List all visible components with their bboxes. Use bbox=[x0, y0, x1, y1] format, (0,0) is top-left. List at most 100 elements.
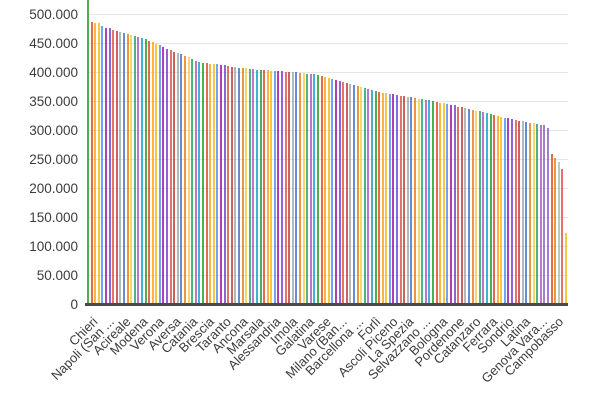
bar[interactable] bbox=[180, 54, 183, 305]
bar[interactable] bbox=[446, 103, 449, 305]
bar[interactable] bbox=[209, 63, 212, 305]
bar[interactable] bbox=[464, 107, 467, 305]
bar[interactable] bbox=[532, 123, 535, 305]
bar[interactable] bbox=[148, 40, 151, 305]
bar[interactable] bbox=[500, 116, 503, 305]
bar[interactable] bbox=[342, 81, 345, 305]
bar[interactable] bbox=[367, 89, 370, 305]
bar[interactable] bbox=[547, 128, 549, 305]
bar[interactable] bbox=[457, 106, 460, 305]
bar[interactable] bbox=[237, 67, 240, 305]
bar[interactable] bbox=[338, 81, 341, 305]
bar[interactable] bbox=[467, 108, 470, 305]
bar[interactable] bbox=[511, 119, 514, 305]
bar[interactable] bbox=[158, 45, 161, 305]
bar[interactable] bbox=[518, 120, 521, 305]
bar[interactable] bbox=[414, 97, 417, 305]
bar[interactable] bbox=[374, 90, 377, 305]
bar[interactable] bbox=[378, 92, 381, 305]
bar[interactable] bbox=[248, 68, 251, 305]
bar[interactable] bbox=[309, 73, 312, 305]
bar[interactable] bbox=[202, 62, 204, 305]
bar[interactable] bbox=[385, 93, 388, 305]
bar[interactable] bbox=[151, 42, 154, 305]
bar[interactable] bbox=[101, 26, 104, 305]
bar[interactable] bbox=[550, 154, 553, 305]
bar[interactable] bbox=[122, 32, 125, 305]
bar[interactable] bbox=[295, 72, 298, 305]
bar[interactable] bbox=[428, 100, 431, 305]
bar[interactable] bbox=[198, 61, 201, 305]
bar[interactable] bbox=[137, 37, 140, 305]
bar[interactable] bbox=[557, 161, 560, 305]
bar[interactable] bbox=[424, 99, 427, 305]
bar[interactable] bbox=[485, 113, 488, 305]
bar[interactable] bbox=[529, 122, 532, 305]
bar[interactable] bbox=[230, 66, 233, 305]
bar[interactable] bbox=[392, 94, 395, 305]
bar[interactable] bbox=[363, 88, 366, 305]
bar[interactable] bbox=[331, 78, 334, 305]
bar[interactable] bbox=[324, 77, 327, 305]
bar[interactable] bbox=[241, 68, 244, 305]
bar[interactable] bbox=[536, 124, 539, 305]
bar[interactable] bbox=[554, 158, 557, 305]
bar[interactable] bbox=[356, 85, 359, 305]
bar[interactable] bbox=[370, 89, 373, 305]
bar[interactable] bbox=[539, 124, 542, 305]
bar[interactable] bbox=[352, 85, 355, 305]
bar[interactable] bbox=[115, 30, 118, 305]
bar[interactable] bbox=[104, 27, 107, 305]
bar[interactable] bbox=[227, 66, 230, 305]
bar[interactable] bbox=[507, 118, 510, 305]
bar[interactable] bbox=[87, 0, 89, 305]
bar[interactable] bbox=[212, 63, 215, 305]
bar[interactable] bbox=[320, 75, 323, 305]
bar[interactable] bbox=[503, 117, 506, 305]
bar[interactable] bbox=[270, 70, 273, 305]
bar[interactable] bbox=[133, 35, 136, 305]
bar[interactable] bbox=[255, 69, 258, 305]
bar[interactable] bbox=[442, 103, 445, 305]
bar[interactable] bbox=[313, 74, 316, 305]
bar[interactable] bbox=[334, 79, 337, 305]
bar[interactable] bbox=[281, 71, 284, 305]
bar[interactable] bbox=[119, 31, 122, 305]
bar[interactable] bbox=[489, 114, 492, 305]
bar[interactable] bbox=[417, 98, 420, 305]
bar[interactable] bbox=[439, 102, 442, 305]
bar[interactable] bbox=[194, 60, 197, 305]
bar[interactable] bbox=[432, 101, 434, 305]
bar[interactable] bbox=[184, 56, 187, 305]
bar[interactable] bbox=[245, 68, 248, 305]
bar[interactable] bbox=[169, 49, 172, 305]
bar[interactable] bbox=[475, 110, 478, 305]
bar[interactable] bbox=[388, 93, 391, 305]
bar[interactable] bbox=[173, 51, 176, 305]
bar[interactable] bbox=[471, 109, 474, 305]
bar[interactable] bbox=[112, 29, 115, 305]
bar[interactable] bbox=[288, 71, 291, 305]
bar[interactable] bbox=[317, 74, 319, 305]
bar[interactable] bbox=[187, 57, 190, 305]
bar[interactable] bbox=[273, 70, 276, 305]
bar[interactable] bbox=[399, 95, 402, 305]
bar[interactable] bbox=[406, 96, 409, 305]
bar[interactable] bbox=[360, 86, 363, 305]
bar[interactable] bbox=[345, 82, 348, 305]
bar[interactable] bbox=[144, 38, 147, 305]
bar[interactable] bbox=[299, 73, 302, 305]
bar[interactable] bbox=[291, 72, 294, 305]
bar[interactable] bbox=[108, 28, 111, 305]
bar[interactable] bbox=[216, 64, 219, 305]
bar[interactable] bbox=[126, 34, 129, 305]
bar[interactable] bbox=[564, 233, 567, 305]
bar[interactable] bbox=[349, 84, 352, 305]
bar[interactable] bbox=[453, 105, 456, 305]
bar[interactable] bbox=[223, 65, 226, 305]
bar[interactable] bbox=[263, 70, 266, 305]
bar[interactable] bbox=[97, 23, 100, 305]
bar[interactable] bbox=[561, 169, 564, 305]
bar[interactable] bbox=[381, 92, 384, 305]
bar[interactable] bbox=[496, 115, 499, 305]
